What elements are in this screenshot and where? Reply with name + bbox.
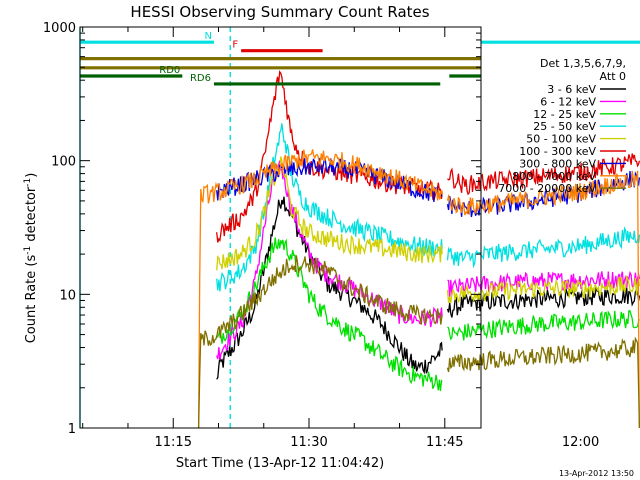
- y-tick-label: 1000: [43, 21, 76, 36]
- series-line-12-25-kev: [216, 237, 640, 392]
- y-axis-label: Count Rate (s-1 detector-1): [23, 173, 39, 344]
- legend-entry-label: 50 - 100 keV: [526, 133, 596, 146]
- flag-label-f: F: [232, 40, 238, 51]
- legend-entry-label: 3 - 6 keV: [547, 83, 596, 96]
- legend-header-line: Det 1,3,5,6,7,9,: [540, 57, 626, 70]
- flag-label-rd6: RD6: [190, 73, 211, 84]
- y-tick-label: 10: [59, 288, 76, 303]
- flag-label-n: N: [204, 31, 211, 42]
- legend-entry-label: 12 - 25 keV: [533, 108, 596, 121]
- series-lines: [197, 70, 640, 429]
- plot-frame: [79, 26, 482, 429]
- timestamp: 13-Apr-2012 13:50: [559, 469, 634, 478]
- legend-entry-label: 800 - 7000 keV: [512, 170, 596, 183]
- series-line-7000-20000-kev: [197, 255, 640, 429]
- legend-entry-label: 6 - 12 keV: [540, 95, 596, 108]
- flag-label-rd0: RD0: [159, 65, 180, 76]
- legend-entry-label: 100 - 300 keV: [519, 145, 596, 158]
- y-axis-label-sup1: -1: [23, 246, 33, 255]
- x-tick-label: 11:30: [290, 435, 327, 450]
- y-axis-label-end: ): [24, 173, 39, 178]
- observing-flags: NFFD1FD2RD0RD6: [80, 31, 640, 86]
- legend-entry-label: 25 - 50 keV: [533, 120, 596, 133]
- series-line-800-7000-kev: [197, 149, 640, 429]
- x-axis-label: Start Time (13-Apr-12 11:04:42): [176, 456, 384, 471]
- y-tick-label: 100: [51, 155, 76, 170]
- y-axis-label-mid: detector: [24, 186, 39, 246]
- y-axis-label-main: Count Rate (s: [24, 255, 39, 344]
- chart-title: HESSI Observing Summary Count Rates: [130, 3, 429, 21]
- y-axis-label-sup2: -1: [23, 178, 33, 187]
- x-tick-label: 11:45: [426, 435, 463, 450]
- x-tick-label: 12:00: [562, 435, 599, 450]
- x-tick-label: 11:15: [155, 435, 192, 450]
- series-line-50-100-kev: [216, 156, 640, 304]
- y-tick-label: 1: [68, 422, 76, 437]
- legend-entry-label: 300 - 800 keV: [519, 157, 596, 170]
- series-line-3-6-kev: [216, 196, 640, 380]
- legend-entry-label: 7000 - 20000 keV: [498, 182, 596, 195]
- legend-header-line: Att 0: [600, 70, 626, 83]
